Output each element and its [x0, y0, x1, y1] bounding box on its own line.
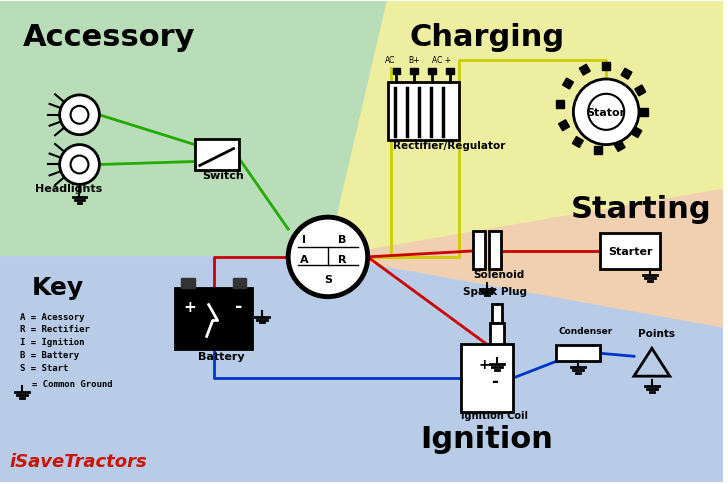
Text: A: A — [300, 255, 309, 264]
Bar — [558, 121, 569, 132]
Text: Accessory: Accessory — [23, 23, 196, 52]
Text: Battery: Battery — [198, 351, 245, 362]
Text: Spark Plug: Spark Plug — [463, 286, 527, 296]
Bar — [556, 346, 600, 362]
Text: Switch: Switch — [202, 171, 245, 181]
Bar — [572, 137, 583, 148]
Bar — [195, 139, 240, 171]
Bar — [392, 69, 400, 75]
Bar — [175, 288, 253, 349]
Text: R: R — [338, 255, 346, 264]
Text: AC +: AC + — [432, 56, 451, 65]
Text: Key: Key — [32, 275, 84, 299]
Bar — [614, 141, 625, 152]
Circle shape — [288, 218, 368, 297]
Text: A = Acessory: A = Acessory — [20, 312, 84, 321]
Circle shape — [60, 96, 99, 136]
Bar — [563, 79, 574, 90]
Bar — [387, 83, 459, 140]
Text: Points: Points — [638, 329, 675, 339]
Bar — [640, 108, 648, 117]
Text: R = Rectifier: R = Rectifier — [20, 325, 90, 334]
Text: Stator: Stator — [587, 107, 626, 118]
Circle shape — [588, 94, 624, 131]
Bar — [181, 278, 195, 288]
Bar — [473, 231, 485, 269]
Text: S: S — [324, 274, 332, 284]
Bar — [232, 278, 247, 288]
Bar — [556, 101, 564, 108]
Text: +: + — [184, 299, 197, 314]
Polygon shape — [0, 1, 387, 257]
Text: Headlights: Headlights — [35, 184, 102, 194]
Circle shape — [574, 80, 639, 145]
Bar — [461, 345, 513, 412]
Bar — [428, 69, 436, 75]
Text: Starting: Starting — [571, 195, 711, 224]
Bar — [602, 63, 610, 71]
Text: Charging: Charging — [409, 23, 564, 52]
Text: = Common Ground: = Common Ground — [32, 379, 112, 388]
Text: B: B — [338, 235, 346, 244]
Circle shape — [60, 145, 99, 185]
Bar — [489, 231, 501, 269]
Polygon shape — [0, 257, 724, 483]
Polygon shape — [328, 1, 724, 257]
Text: Ignition: Ignition — [421, 424, 553, 453]
Bar — [490, 324, 504, 346]
Text: -: - — [491, 372, 498, 390]
Bar — [411, 69, 419, 75]
Bar — [493, 346, 501, 356]
Text: Rectifier/Regulator: Rectifier/Regulator — [392, 140, 505, 151]
Text: AC: AC — [384, 56, 395, 65]
Text: I: I — [302, 235, 306, 244]
Text: S = Start: S = Start — [20, 363, 68, 372]
Text: Ignition Coil: Ignition Coil — [461, 410, 528, 420]
Bar — [635, 86, 646, 97]
Polygon shape — [328, 190, 724, 329]
Text: Solenoid: Solenoid — [473, 269, 524, 279]
Bar — [621, 69, 632, 80]
Text: +: + — [479, 358, 491, 371]
Bar — [600, 234, 660, 269]
Bar — [492, 304, 502, 324]
Bar — [631, 127, 642, 138]
Text: I = Ignition: I = Ignition — [20, 338, 84, 347]
Bar — [579, 65, 590, 76]
Text: iSaveTractors: iSaveTractors — [10, 452, 148, 469]
Text: Condenser: Condenser — [558, 327, 613, 336]
Bar — [594, 146, 602, 154]
Text: -: - — [234, 297, 242, 315]
Bar — [446, 69, 454, 75]
Text: B = Battery: B = Battery — [20, 350, 79, 360]
Text: B+: B+ — [408, 56, 420, 65]
Text: Starter: Starter — [608, 246, 652, 257]
